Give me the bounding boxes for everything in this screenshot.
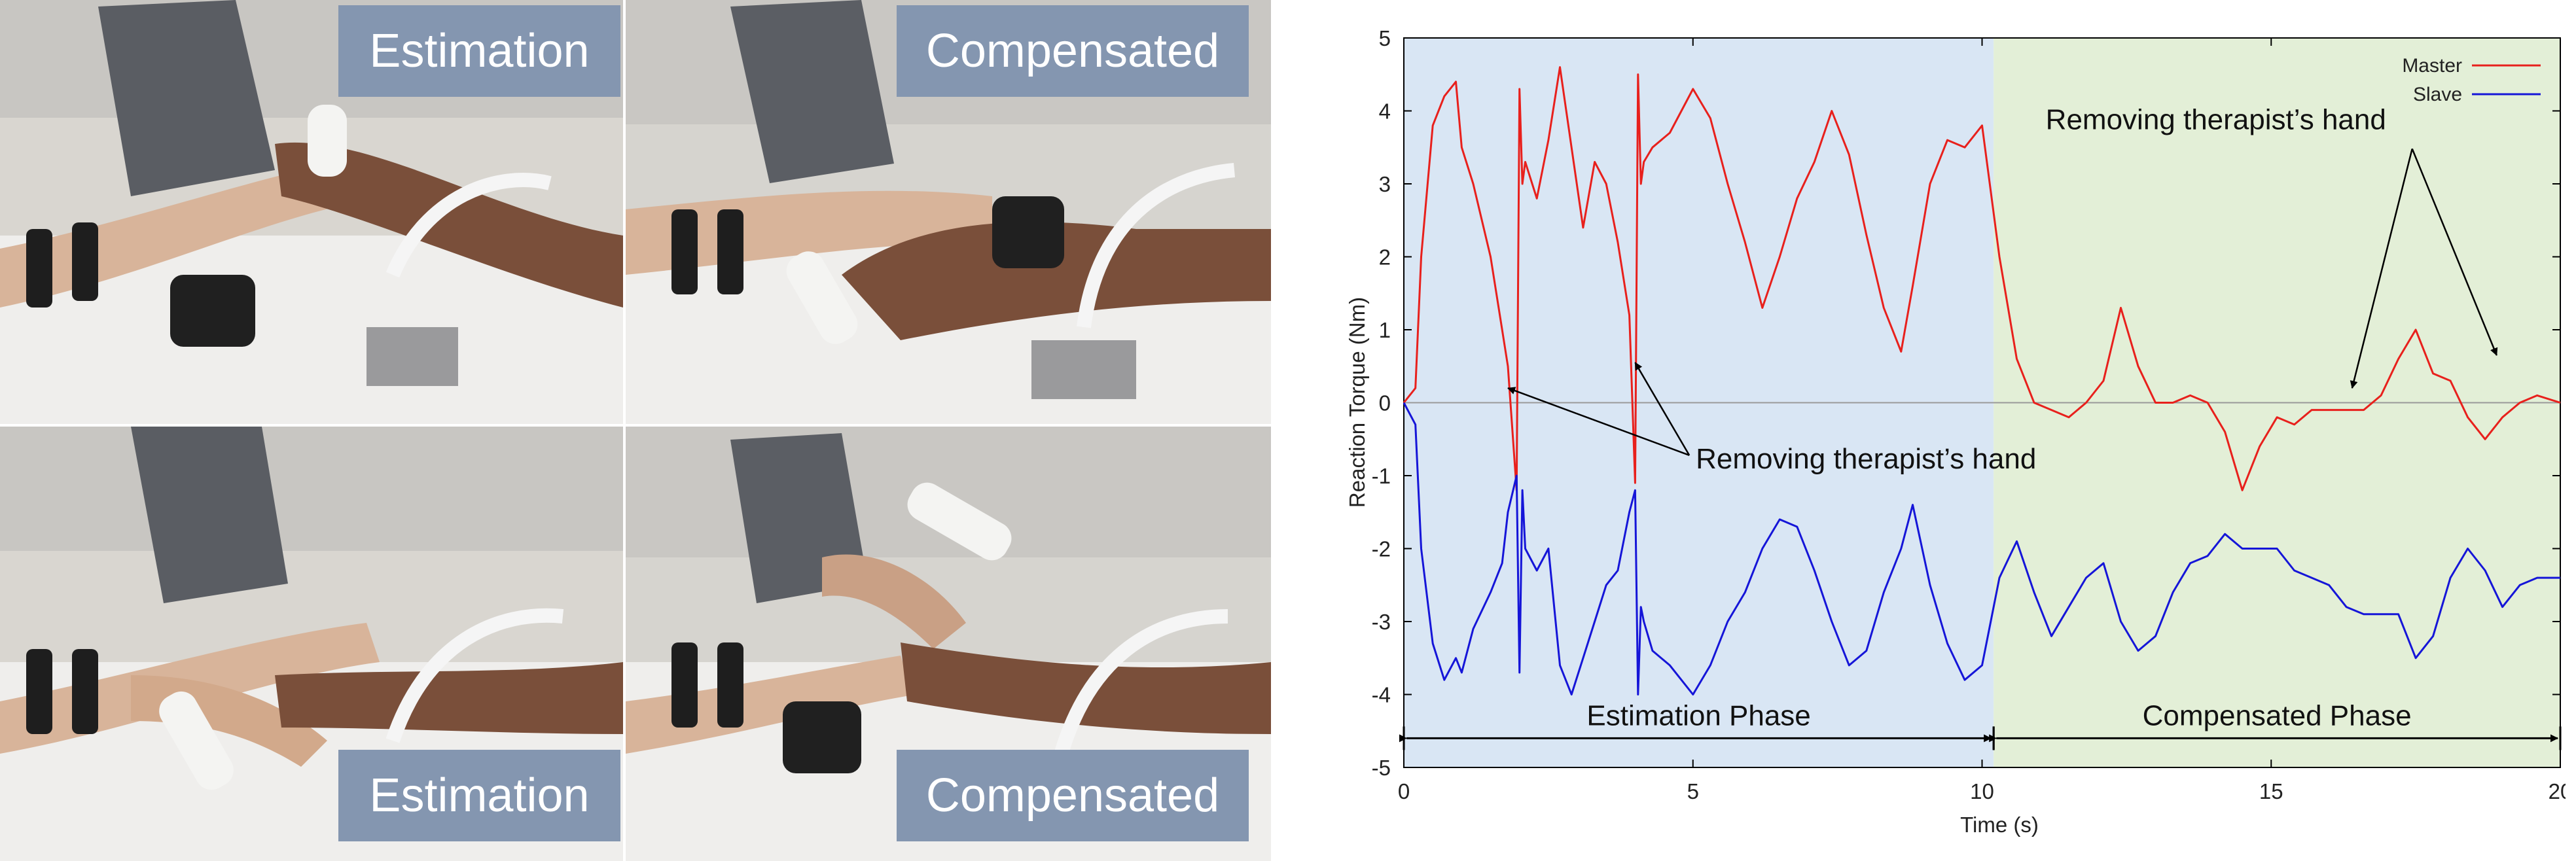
chart-axes: -5 -4 -3 -2 -1 0 1 2 3 4 5 0 5 10 15 20 (1372, 26, 2566, 803)
annotation-arrow (2350, 149, 2413, 389)
caption-bottom-left: Estimation (338, 750, 620, 841)
y-tick-label: 4 (1379, 99, 1391, 124)
y-tick-label: -3 (1372, 610, 1391, 634)
y-tick-label: 2 (1379, 245, 1391, 270)
series-line-master (1403, 66, 2561, 491)
caption-bottom-right: Compensated (897, 750, 1249, 841)
y-tick-label: -1 (1372, 464, 1391, 488)
y-tick-label: -5 (1372, 756, 1391, 780)
reaction-torque-chart: -5 -4 -3 -2 -1 0 1 2 3 4 5 0 5 10 15 20 Estimation Phas… (1345, 26, 2566, 837)
x-tick-label: 15 (2259, 779, 2283, 803)
chart-annotations: Estimation Phase Compensated Phase Removin… (1399, 103, 2562, 750)
y-tick-label: -4 (1372, 683, 1391, 707)
y-axis-label: Reaction Torque (Nm) (1345, 297, 1369, 508)
caption-top-left: Estimation (338, 5, 620, 97)
y-tick-label: 3 (1379, 172, 1391, 196)
x-tick-label: 0 (1398, 779, 1410, 803)
annotation-text-1: Removing therapist’s hand (1696, 443, 2036, 475)
y-tick-label: 1 (1379, 318, 1391, 342)
x-axis-label: Time (s) (1960, 813, 2039, 837)
x-tick-label: 20 (2549, 779, 2566, 803)
chart-series (1403, 66, 2561, 695)
legend-label-slave: Slave (2413, 84, 2462, 105)
phase-label-1: Estimation Phase (1586, 699, 1810, 731)
photo-collage: Estimation Compensated (0, 0, 1271, 861)
annotation-arrow (1507, 387, 1690, 457)
series-line-slave (1403, 402, 2560, 695)
annotation-arrow (2411, 148, 2498, 356)
x-tick-label: 5 (1687, 779, 1699, 803)
phase-label-2: Compensated Phase (2143, 699, 2412, 731)
x-tick-label: 10 (1970, 779, 1994, 803)
chart-legend: Master Slave (2402, 55, 2541, 105)
legend-label-master: Master (2402, 55, 2462, 77)
y-tick-label: 0 (1379, 391, 1391, 415)
y-tick-label: -2 (1372, 537, 1391, 561)
annotation-arrow (1634, 362, 1690, 456)
annotation-text-2: Removing therapist’s hand (2046, 103, 2386, 135)
caption-top-right: Compensated (897, 5, 1249, 97)
y-tick-label: 5 (1379, 26, 1391, 50)
